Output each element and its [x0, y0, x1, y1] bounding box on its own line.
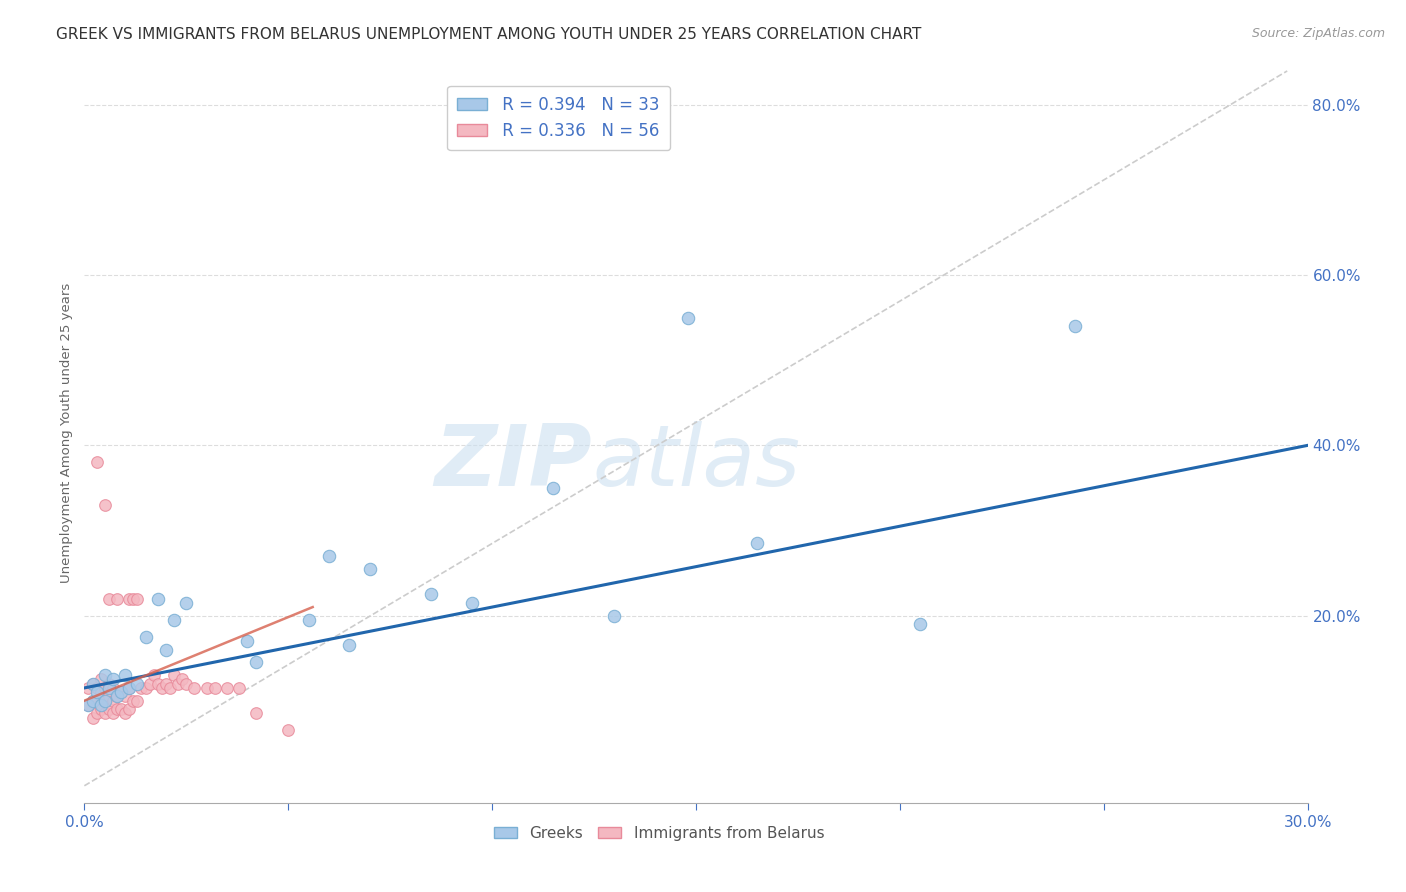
Y-axis label: Unemployment Among Youth under 25 years: Unemployment Among Youth under 25 years	[60, 283, 73, 582]
Greeks	[118, 681, 141, 695]
Immigrants from Belarus	[118, 702, 141, 716]
Greeks	[676, 310, 699, 325]
Immigrants from Belarus	[167, 676, 190, 690]
Immigrants from Belarus	[118, 681, 141, 695]
Greeks	[77, 698, 100, 712]
Greeks	[163, 613, 186, 627]
Immigrants from Belarus	[217, 681, 239, 695]
Immigrants from Belarus	[105, 690, 128, 704]
Immigrants from Belarus	[245, 706, 267, 721]
Greeks	[245, 656, 267, 670]
Immigrants from Belarus	[138, 676, 160, 690]
Immigrants from Belarus	[77, 681, 100, 695]
Immigrants from Belarus	[101, 681, 124, 695]
Immigrants from Belarus	[150, 681, 173, 695]
Greeks	[93, 694, 115, 708]
Immigrants from Belarus	[195, 681, 218, 695]
Immigrants from Belarus	[114, 690, 136, 704]
Greeks	[114, 668, 136, 682]
Immigrants from Belarus	[163, 668, 186, 682]
Immigrants from Belarus	[97, 676, 120, 690]
Immigrants from Belarus	[93, 498, 115, 512]
Greeks	[101, 673, 124, 687]
Greeks	[127, 676, 149, 690]
Greeks	[90, 698, 112, 712]
Immigrants from Belarus	[172, 673, 194, 687]
Immigrants from Belarus	[110, 685, 132, 699]
Immigrants from Belarus	[142, 668, 165, 682]
Immigrants from Belarus	[93, 706, 115, 721]
Greeks	[603, 608, 626, 623]
Immigrants from Belarus	[204, 681, 226, 695]
Immigrants from Belarus	[127, 591, 149, 606]
Immigrants from Belarus	[146, 676, 169, 690]
Immigrants from Belarus	[97, 690, 120, 704]
Immigrants from Belarus	[97, 591, 120, 606]
Greeks	[93, 668, 115, 682]
Greeks	[82, 694, 104, 708]
Text: Source: ZipAtlas.com: Source: ZipAtlas.com	[1251, 27, 1385, 40]
Immigrants from Belarus	[155, 676, 177, 690]
Greeks	[146, 591, 169, 606]
Immigrants from Belarus	[86, 706, 108, 721]
Text: atlas: atlas	[592, 421, 800, 504]
Immigrants from Belarus	[97, 702, 120, 716]
Greeks	[543, 481, 565, 495]
Immigrants from Belarus	[82, 694, 104, 708]
Legend: Greeks, Immigrants from Belarus: Greeks, Immigrants from Belarus	[488, 820, 831, 847]
Immigrants from Belarus	[93, 694, 115, 708]
Greeks	[461, 596, 484, 610]
Immigrants from Belarus	[90, 702, 112, 716]
Immigrants from Belarus	[101, 694, 124, 708]
Immigrants from Belarus	[135, 681, 157, 695]
Immigrants from Belarus	[114, 706, 136, 721]
Greeks	[747, 536, 769, 550]
Immigrants from Belarus	[277, 723, 299, 738]
Immigrants from Belarus	[122, 694, 145, 708]
Immigrants from Belarus	[174, 676, 197, 690]
Immigrants from Belarus	[90, 673, 112, 687]
Immigrants from Belarus	[131, 681, 153, 695]
Greeks	[359, 562, 381, 576]
Immigrants from Belarus	[127, 694, 149, 708]
Greeks	[318, 549, 340, 563]
Immigrants from Belarus	[82, 711, 104, 725]
Immigrants from Belarus	[86, 694, 108, 708]
Greeks	[298, 613, 321, 627]
Immigrants from Belarus	[118, 591, 141, 606]
Greeks	[97, 681, 120, 695]
Immigrants from Belarus	[93, 681, 115, 695]
Text: ZIP: ZIP	[434, 421, 592, 504]
Greeks	[135, 630, 157, 644]
Immigrants from Belarus	[90, 685, 112, 699]
Immigrants from Belarus	[183, 681, 205, 695]
Immigrants from Belarus	[105, 591, 128, 606]
Immigrants from Belarus	[101, 706, 124, 721]
Immigrants from Belarus	[86, 455, 108, 469]
Greeks	[174, 596, 197, 610]
Immigrants from Belarus	[105, 702, 128, 716]
Immigrants from Belarus	[82, 676, 104, 690]
Greeks	[82, 676, 104, 690]
Greeks	[910, 617, 932, 632]
Greeks	[236, 634, 259, 648]
Greeks	[339, 639, 361, 653]
Greeks	[110, 685, 132, 699]
Text: GREEK VS IMMIGRANTS FROM BELARUS UNEMPLOYMENT AMONG YOUTH UNDER 25 YEARS CORRELA: GREEK VS IMMIGRANTS FROM BELARUS UNEMPLO…	[56, 27, 921, 42]
Immigrants from Belarus	[122, 591, 145, 606]
Immigrants from Belarus	[228, 681, 250, 695]
Immigrants from Belarus	[86, 681, 108, 695]
Greeks	[105, 690, 128, 704]
Greeks	[1064, 319, 1087, 334]
Immigrants from Belarus	[159, 681, 181, 695]
Greeks	[86, 685, 108, 699]
Immigrants from Belarus	[77, 698, 100, 712]
Greeks	[155, 642, 177, 657]
Greeks	[420, 587, 443, 601]
Immigrants from Belarus	[110, 702, 132, 716]
